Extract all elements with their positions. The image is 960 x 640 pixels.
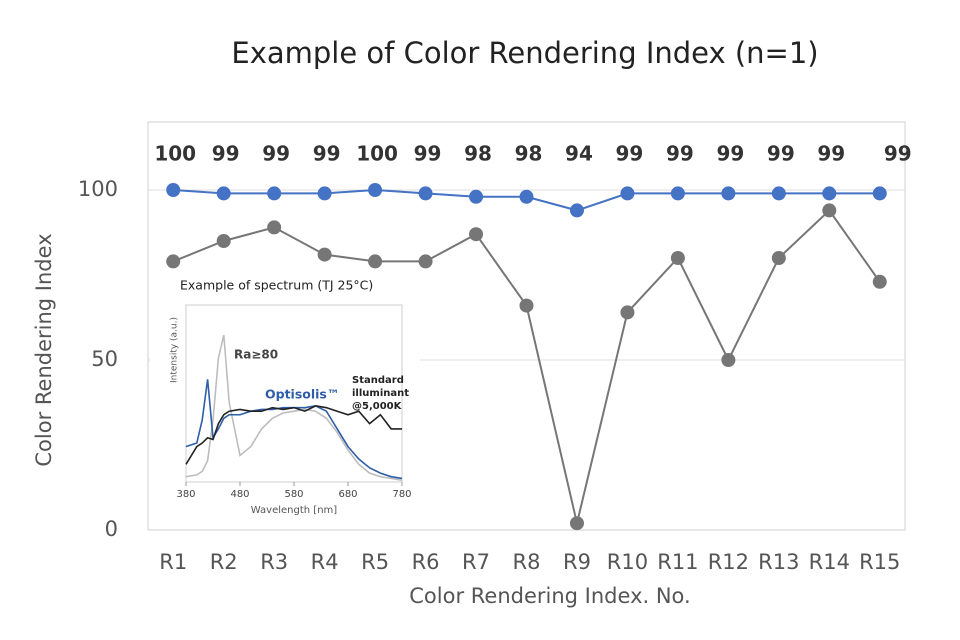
data-point [721,186,736,201]
x-tick-label: R15 [859,550,900,574]
inset-x-tick-label: 780 [392,489,411,500]
y-tick-label: 100 [78,177,118,201]
data-point [822,186,837,201]
inset-title: Example of spectrum (TJ 25°C) [180,278,373,293]
y-tick-label: 0 [105,517,118,541]
inset-x-tick-label: 380 [176,489,195,500]
x-tick-label: R12 [708,550,749,574]
data-point [418,254,433,269]
x-tick-label: R4 [311,550,339,574]
data-label: 99 [414,142,442,166]
data-point [368,254,383,269]
data-point [469,227,484,242]
data-point [620,305,635,320]
x-tick-label: R9 [563,550,591,574]
x-tick-label: R1 [159,550,187,574]
data-point [216,234,231,248]
data-label: 98 [464,142,492,166]
data-point [569,516,584,531]
data-point [519,189,534,204]
data-point [771,251,786,265]
data-label: 94 [565,142,593,166]
data-point [569,203,584,218]
x-axis-title: Color Rendering Index. No. [409,584,690,608]
data-point [368,183,383,197]
x-tick-label: R2 [210,550,238,574]
inset-y-title: Intensity (a.u.) [170,317,180,383]
data-label: 99 [262,142,290,166]
x-tick-label: R5 [361,550,389,574]
data-point [822,203,837,218]
data-point [872,186,887,201]
series-line [185,405,402,465]
data-label: 99 [716,142,744,166]
x-tick-label: R14 [809,550,850,574]
inset-x-tick-label: 680 [338,489,357,500]
inset-background [150,270,420,526]
data-point [872,274,887,289]
inset-x-tick-label: 580 [284,489,303,500]
data-label: 98 [515,142,543,166]
x-tick-label: R13 [758,550,799,574]
data-label: 99 [767,142,795,166]
data-label: 99 [212,142,240,166]
data-point [670,251,685,265]
inset-x-title: Wavelength [nm] [251,505,337,516]
data-label: 99 [313,142,341,166]
data-label: 99 [817,142,845,166]
data-point [267,220,282,235]
x-tick-label: R10 [607,550,648,574]
data-point [721,353,736,367]
x-tick-label: R6 [412,550,440,574]
y-tick-label: 50 [91,347,118,371]
legend-label: Ra≥80 [234,348,278,362]
chart-title: Example of Color Rendering Index (n=1) [231,36,818,70]
x-tick-label: R7 [462,550,490,574]
data-point [267,186,282,201]
data-point [216,186,231,201]
inset-x-tick-label: 480 [230,489,249,500]
data-point [771,186,786,201]
data-label: 99 [884,142,912,166]
y-axis-title: Color Rendering Index [32,233,56,466]
data-point [670,186,685,201]
data-point [166,254,181,269]
data-point [418,186,433,201]
data-point [620,186,635,201]
legend-label: Standard illuminant @5,000K [352,375,410,412]
data-label: 99 [616,142,644,166]
data-point [166,183,181,197]
x-tick-label: R3 [260,550,288,574]
data-point [519,298,534,313]
plot-border [147,121,906,531]
data-point [317,186,332,201]
legend-label: Optisolis™ [265,387,339,402]
data-point [469,189,484,204]
data-label: 100 [154,142,196,166]
data-label: 99 [666,142,694,166]
data-point [317,247,332,262]
x-tick-label: R8 [513,550,541,574]
data-label: 100 [356,142,398,166]
x-tick-label: R11 [657,550,698,574]
